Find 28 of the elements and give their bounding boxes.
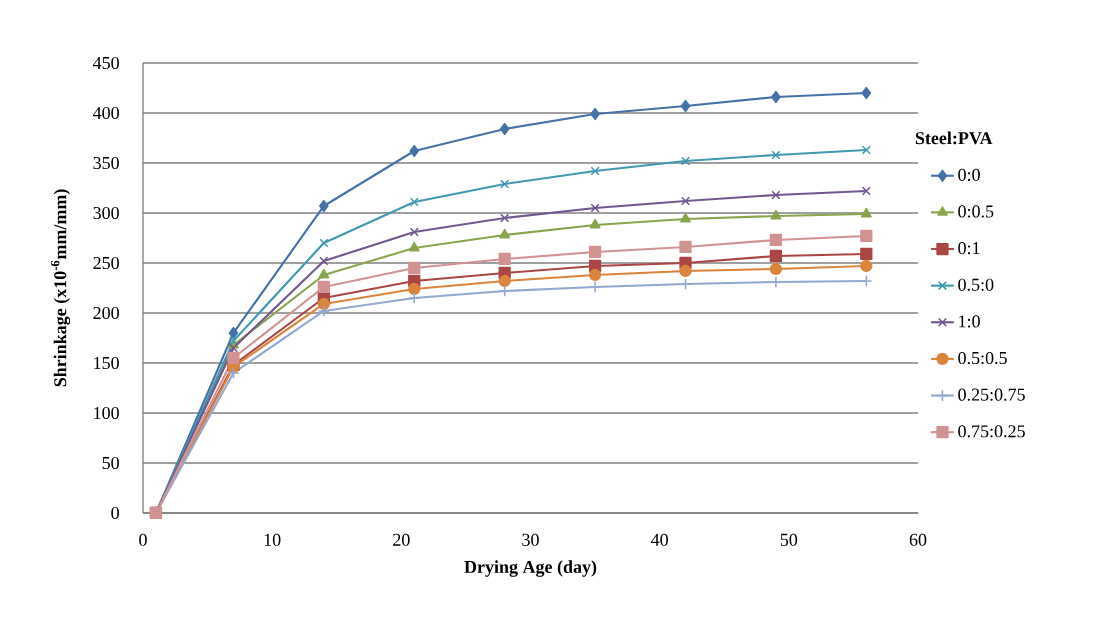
x-axis-title: Drying Age (day) [464, 560, 597, 577]
legend-title: Steel:PVA [915, 131, 993, 145]
y-tick-label: 450 [92, 56, 119, 70]
y-tick-label: 250 [93, 256, 119, 270]
legend-label: 0.5:0 [958, 278, 994, 291]
legend-label: 1:0 [959, 315, 980, 328]
y-tick-label: 200 [93, 306, 119, 320]
x-tick-label: 60 [909, 533, 927, 546]
y-tick-label: 350 [93, 156, 119, 170]
x-tick-label: 50 [780, 533, 798, 546]
legend-label: 0:0.5 [958, 205, 994, 218]
y-axis-title: Shrinkage (x10$^{-6}$mm/mm) [50, 189, 71, 387]
y-tick-label: 300 [93, 206, 119, 220]
y-tick-label: 100 [94, 406, 119, 420]
y-tick-label: 150 [94, 356, 119, 370]
x-tick-label: 20 [393, 533, 410, 546]
x-tick-label: 10 [264, 533, 281, 546]
legend-label: 0:1 [958, 242, 980, 255]
x-tick-label: 30 [522, 533, 539, 546]
x-tick-label: 0 [139, 533, 147, 546]
legend-label: 0.75:0.25 [958, 425, 1025, 438]
y-tick-label: 0 [111, 506, 119, 520]
y-tick-label: 50 [102, 456, 119, 470]
legend-label: 0.5:0.5 [958, 351, 1007, 365]
y-tick-label: 400 [92, 106, 119, 120]
legend-label: 0:0 [958, 168, 980, 181]
legend-label: 0.25:0.75 [958, 388, 1025, 401]
x-tick-label: 40 [651, 533, 668, 546]
